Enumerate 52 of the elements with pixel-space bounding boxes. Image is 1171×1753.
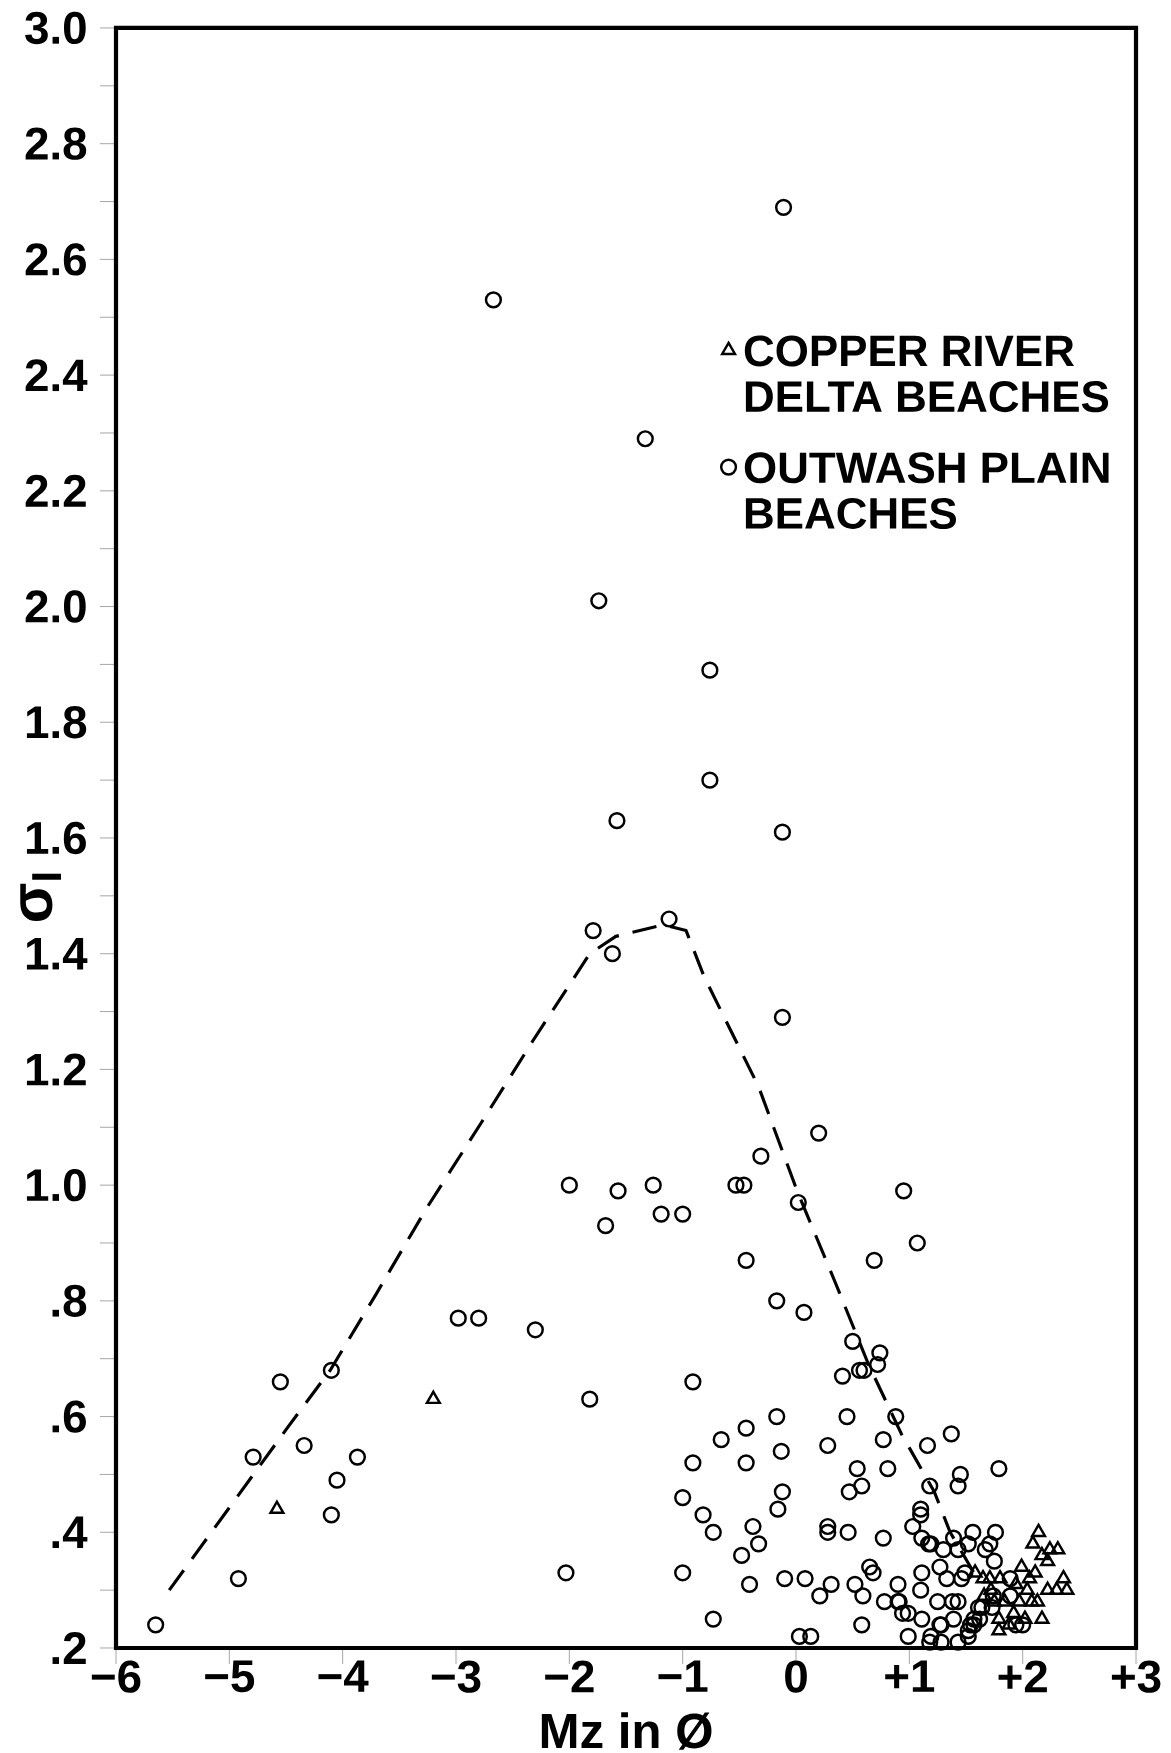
y-tick-label: 1.0 xyxy=(26,1168,86,1202)
x-tick-label: +3 xyxy=(1111,1660,1161,1693)
x-tick-label: −3 xyxy=(431,1660,481,1693)
point xyxy=(1039,1581,1056,1596)
legend-label: OUTWASH PLAIN BEACHES xyxy=(744,452,1109,529)
y-tick-label: .6 xyxy=(52,1400,86,1433)
point xyxy=(269,1500,285,1515)
y-tick-label: 3.0 xyxy=(25,11,86,45)
x-tick-label: −5 xyxy=(205,1660,255,1693)
x-tick-label: +1 xyxy=(885,1660,935,1692)
y-tick-label: .8 xyxy=(52,1284,87,1318)
x-tick-label: −6 xyxy=(91,1660,141,1693)
y-axis-title: σ$_{I}$ xyxy=(20,873,61,922)
point xyxy=(1021,1569,1038,1584)
point xyxy=(1019,1581,1035,1596)
y-tick-label: 1.6 xyxy=(26,821,86,855)
point xyxy=(1039,1552,1056,1567)
point xyxy=(1029,1593,1046,1607)
point xyxy=(975,1569,991,1584)
point xyxy=(1025,1535,1041,1549)
point xyxy=(1034,1610,1050,1624)
point xyxy=(1006,1604,1022,1619)
y-tick-label: 1.4 xyxy=(26,938,88,970)
legend-label: COPPER RIVER DELTA BEACHES xyxy=(744,335,1109,413)
y-tick-label: 2.0 xyxy=(25,590,86,623)
point xyxy=(991,1622,1007,1636)
point xyxy=(1027,1564,1043,1578)
x-tick-label: +2 xyxy=(998,1660,1047,1693)
y-tick-label: 2.6 xyxy=(25,243,86,276)
point xyxy=(982,1569,998,1584)
x-axis-title: Mz in Ø xyxy=(541,1712,712,1750)
y-tick-label: 2.4 xyxy=(25,359,88,392)
point xyxy=(1049,1581,1065,1596)
y-tick-label: 1.8 xyxy=(26,706,87,739)
x-tick-label: −1 xyxy=(658,1660,708,1692)
point xyxy=(1055,1569,1072,1584)
y-tick-label: 1.2 xyxy=(26,1053,86,1086)
point xyxy=(1013,1558,1030,1572)
y-tick-label: .4 xyxy=(52,1516,88,1548)
point xyxy=(1024,1593,1040,1607)
point xyxy=(1050,1541,1066,1555)
x-tick-label: −2 xyxy=(545,1660,594,1693)
point xyxy=(1042,1541,1058,1555)
x-tick-label: −4 xyxy=(318,1660,369,1692)
point xyxy=(425,1390,441,1405)
y-tick-label: .2 xyxy=(52,1632,86,1664)
point xyxy=(1059,1581,1075,1596)
point xyxy=(1030,1523,1047,1538)
y-tick-label: 2.8 xyxy=(25,127,87,160)
x-tick-label: 0 xyxy=(785,1660,807,1693)
y-tick-label: 2.2 xyxy=(25,474,86,507)
point xyxy=(1034,1546,1050,1561)
